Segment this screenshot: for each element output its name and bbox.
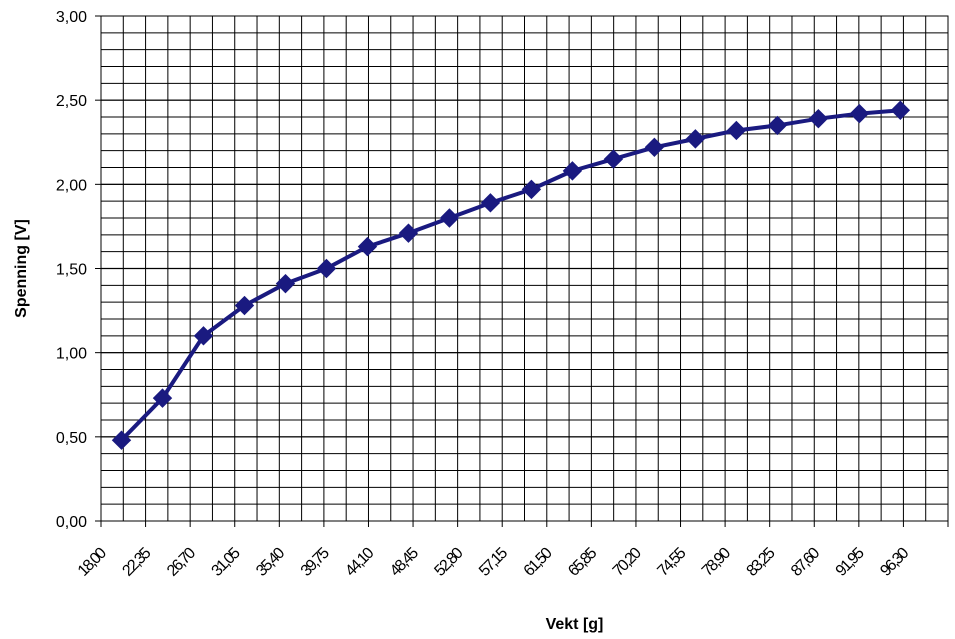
x-tick-label: 18,00 bbox=[75, 544, 110, 579]
x-tick-label: 87,60 bbox=[788, 544, 823, 579]
data-point-marker bbox=[685, 129, 706, 149]
x-tick-label: 31,05 bbox=[209, 544, 244, 579]
x-tick-label: 91,95 bbox=[833, 544, 868, 579]
x-tick-label: 48,45 bbox=[387, 544, 422, 579]
x-axis: 18,00 22,35 26,70 31,05 35,40 39,75 44,10 48,45… bbox=[75, 521, 949, 580]
data-point-marker bbox=[111, 430, 132, 450]
data-point-marker bbox=[644, 137, 665, 158]
y-axis: 0,00 0,50 1,00 1,50 2,00 2,50 3,00 bbox=[56, 9, 101, 531]
y-tick-label: 0,00 bbox=[56, 514, 87, 531]
series-line bbox=[119, 108, 903, 443]
x-tick-label: 26,70 bbox=[164, 544, 199, 579]
x-tick-label: 22,35 bbox=[119, 544, 154, 579]
data-point-marker bbox=[398, 223, 419, 243]
y-tick-label: 0,50 bbox=[56, 430, 87, 447]
data-point-marker bbox=[603, 149, 624, 169]
x-tick-label: 39,75 bbox=[298, 544, 333, 579]
data-point-marker bbox=[234, 295, 255, 316]
y-tick-label: 2,00 bbox=[56, 177, 87, 194]
data-point-marker bbox=[439, 208, 460, 228]
data-point-marker bbox=[890, 100, 911, 120]
x-tick-label: 52,80 bbox=[431, 544, 466, 579]
data-point-marker bbox=[726, 120, 747, 141]
y-tick-label: 1,00 bbox=[56, 346, 87, 363]
x-tick-label: 74,55 bbox=[654, 544, 689, 579]
data-point-marker bbox=[152, 388, 173, 408]
x-tick-label: 44,10 bbox=[342, 544, 377, 579]
y-tick-label: 3,00 bbox=[56, 9, 87, 26]
y-tick-label: 2,50 bbox=[56, 93, 87, 110]
data-point-marker bbox=[767, 115, 788, 136]
x-tick-label: 65,85 bbox=[565, 544, 600, 579]
data-point-marker bbox=[193, 326, 214, 346]
data-point-marker bbox=[316, 258, 337, 279]
y-tick-label: 1,50 bbox=[56, 262, 87, 279]
x-tick-label: 57,15 bbox=[476, 544, 511, 579]
x-axis-title: Vekt [g] bbox=[546, 616, 604, 633]
data-point-marker bbox=[521, 179, 542, 200]
x-tick-label: 70,20 bbox=[610, 544, 645, 579]
x-tick-label: 96,30 bbox=[877, 544, 912, 579]
x-tick-label: 78,90 bbox=[699, 544, 734, 579]
data-point-marker bbox=[357, 236, 378, 257]
major-gridlines bbox=[101, 99, 948, 438]
data-point-marker bbox=[275, 273, 296, 294]
data-point-marker bbox=[849, 103, 870, 124]
x-tick-label: 83,25 bbox=[744, 544, 779, 579]
y-axis-title: Spenning [V] bbox=[13, 219, 30, 318]
data-point-marker bbox=[562, 161, 583, 181]
data-point-marker bbox=[480, 193, 501, 213]
x-tick-label: 61,50 bbox=[521, 544, 556, 579]
data-point-marker bbox=[808, 108, 829, 129]
x-tick-label: 35,40 bbox=[253, 544, 288, 579]
series-group bbox=[111, 100, 911, 450]
